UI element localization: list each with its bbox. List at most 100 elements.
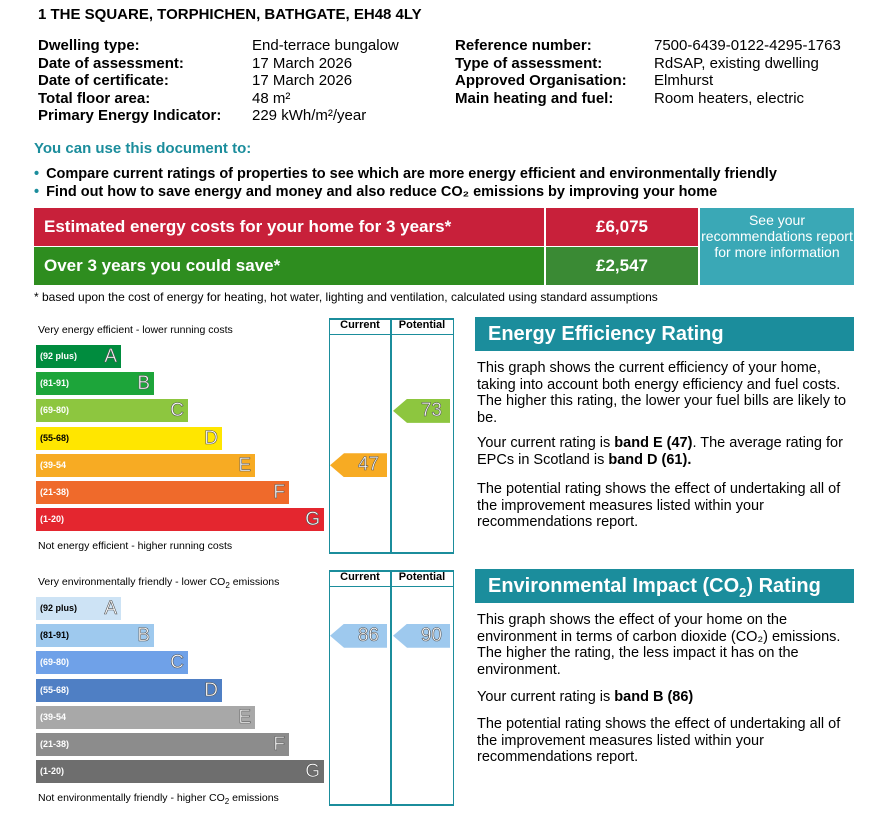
env-band-range: (21-38) (40, 739, 70, 749)
energy-current-arrow: 47 (330, 453, 387, 478)
energy-band-letter: C (170, 400, 184, 422)
env-band-b: (81-91) B (36, 624, 154, 648)
env-current-arrow: 86 (330, 623, 387, 648)
savings-row: Over 3 years you could save* £2,547 (34, 247, 698, 285)
env-band-e: (39-54 E (36, 705, 255, 729)
detail-label: Reference number: (455, 37, 592, 54)
detail-value: RdSAP, existing dwelling (654, 54, 819, 72)
energy-para-2: Your current rating is band E (47). The … (477, 435, 843, 468)
energy-band-letter: A (104, 346, 117, 368)
energy-column-divider (390, 318, 392, 554)
env-band-range: (55-68) (40, 684, 70, 695)
env-band-letter: D (204, 679, 218, 701)
estimated-cost-label: Estimated energy costs for your home for… (34, 208, 544, 246)
energy-band-range: (81-91) (40, 378, 70, 389)
energy-bottom-label: Not energy efficient - higher running co… (38, 540, 233, 552)
details-right-values: 7500-6439-0122-4295-1763 RdSAP, existing… (654, 37, 874, 107)
bullet-item: • Find out how to save energy and money a… (34, 184, 777, 202)
energy-band-range: (69-80) (40, 405, 70, 416)
env-band-range: (1-20) (40, 766, 65, 777)
env-rating-header: Environmental Impact (CO2) Rating (475, 569, 854, 603)
energy-band-b: (81-91) B (36, 372, 154, 396)
env-para-1: This graph shows the effect of your home… (477, 612, 841, 678)
energy-band-letter: F (273, 482, 285, 504)
savings-value: £2,547 (546, 247, 698, 285)
detail-label: Total floor area: (38, 89, 151, 107)
energy-band-f: (21-38) F (36, 481, 289, 504)
detail-label: Dwelling type: (38, 37, 140, 54)
recommendations-box: See your recommendations report for more… (700, 208, 854, 285)
energy-band-e: (39-54 E (36, 453, 255, 477)
energy-top-label: Very energy efficient - lower running co… (38, 324, 233, 336)
detail-value: End-terrace bungalow (252, 37, 399, 54)
env-band-d: (55-68) D (36, 678, 222, 702)
detail-label: Date of assessment: (38, 54, 184, 72)
energy-rating-header: Energy Efficiency Rating (475, 317, 854, 351)
energy-band-range: (1-20) (40, 514, 65, 525)
detail-label: Approved Organisation: (455, 72, 627, 89)
property-address: 1 THE SQUARE, TORPHICHEN, BATHGATE, EH48… (38, 6, 422, 23)
bullet-text: Find out how to save energy and money an… (46, 183, 718, 200)
detail-value: Elmhurst (654, 72, 714, 89)
env-band-range: (92 plus) (40, 603, 78, 613)
energy-band-letter: D (204, 427, 218, 449)
detail-value: 48 m² (252, 89, 291, 107)
energy-col-current: Current (340, 319, 380, 331)
energy-band-range: (21-38) (40, 487, 70, 497)
details-right-labels: Reference number: Type of assessment: Ap… (455, 37, 655, 107)
use-document-bullets: • Compare current ratings of properties t… (34, 166, 777, 201)
env-potential-arrow: 90 (393, 623, 450, 648)
env-band-g: (1-20) G (36, 760, 324, 784)
energy-para-1: This graph shows the current efficiency … (477, 360, 847, 426)
savings-label: Over 3 years you could save* (34, 247, 544, 285)
env-column-divider (390, 570, 392, 806)
env-col-current: Current (340, 571, 380, 583)
energy-band-range: (92 plus) (40, 351, 78, 361)
estimated-cost-value: £6,075 (546, 208, 698, 246)
energy-band-g: (1-20) G (36, 508, 324, 532)
energy-band-range: (39-54 (40, 459, 67, 470)
env-para-2: Your current rating is band B (86) (477, 689, 694, 705)
energy-header-rule (329, 334, 454, 335)
bullet-item: • Compare current ratings of properties t… (34, 166, 777, 184)
bullet-icon: • (34, 166, 40, 182)
detail-value: 7500-6439-0122-4295-1763 (654, 37, 841, 54)
env-band-range: (81-91) (40, 630, 70, 641)
detail-label: Primary Energy Indicator: (38, 107, 222, 124)
env-band-range: (69-80) (40, 657, 70, 668)
use-document-title: You can use this document to: (34, 140, 252, 157)
env-band-range: (39-54 (40, 711, 67, 722)
energy-para-3: The potential rating shows the effect of… (477, 481, 841, 530)
env-band-letter: C (170, 652, 184, 674)
env-band-a: (92 plus) A (36, 597, 121, 620)
env-band-letter: A (104, 598, 117, 620)
energy-band-a: (92 plus) A (36, 345, 121, 368)
env-band-letter: E (238, 706, 251, 728)
detail-value: 229 kWh/m²/year (252, 107, 367, 124)
cost-footnote: * based upon the cost of energy for heat… (34, 290, 658, 304)
env-band-letter: F (273, 734, 285, 756)
energy-potential-arrow: 73 (393, 398, 450, 423)
energy-band-d: (55-68) D (36, 426, 222, 450)
energy-band-letter: G (305, 509, 320, 531)
energy-band-range: (55-68) (40, 432, 70, 443)
detail-label: Main heating and fuel: (455, 89, 614, 107)
env-col-potential: Potential (398, 571, 446, 583)
env-band-letter: B (137, 625, 150, 647)
env-top-label: Very environmentally friendly - lower CO… (38, 576, 280, 591)
details-left-labels: Dwelling type: Date of assessment: Date … (38, 37, 258, 125)
env-band-letter: G (305, 761, 320, 783)
energy-band-c: (69-80) C (36, 399, 188, 423)
estimated-cost-row: Estimated energy costs for your home for… (34, 208, 698, 246)
energy-band-letter: B (137, 373, 150, 395)
env-para-3: The potential rating shows the effect of… (477, 716, 841, 765)
energy-col-potential: Potential (398, 319, 446, 331)
env-band-f: (21-38) F (36, 733, 289, 756)
detail-label: Type of assessment: (455, 54, 603, 72)
detail-value: 17 March 2026 (252, 72, 353, 89)
bullet-text: Compare current ratings of properties to… (46, 166, 777, 182)
env-band-c: (69-80) C (36, 651, 188, 675)
detail-value: 17 March 2026 (252, 54, 353, 72)
env-bottom-label: Not environmentally friendly - higher CO… (38, 792, 279, 807)
bullet-icon: • (34, 183, 40, 200)
